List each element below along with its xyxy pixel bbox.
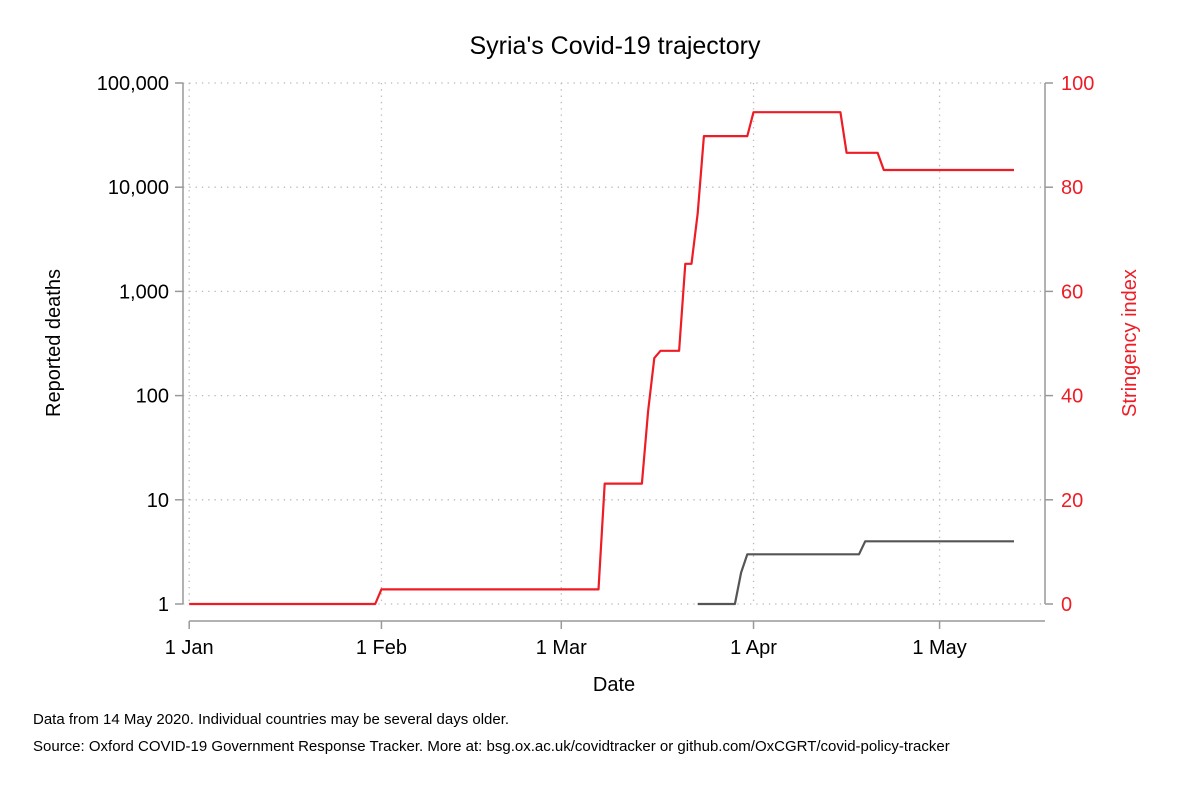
y-axis-label-left: Reported deaths <box>43 269 65 417</box>
series-lines <box>189 111 1014 606</box>
data-note: Data from 14 May 2020. Individual countr… <box>33 711 510 728</box>
axes <box>175 82 1053 629</box>
y-left-tick-label: 10 <box>147 490 169 512</box>
source-note: Source: Oxford COVID-19 Government Respo… <box>33 738 950 755</box>
series-line-stringency-index <box>189 111 1014 606</box>
x-tick-label: 1 Apr <box>730 637 777 659</box>
x-tick-label: 1 Feb <box>356 637 407 659</box>
y-right-tick-label: 100 <box>1061 73 1094 95</box>
x-axis-label: Date <box>593 674 635 696</box>
y-left-tick-label: 100 <box>136 386 169 408</box>
y-right-tick-label: 40 <box>1061 386 1083 408</box>
y-left-tick-label: 10,000 <box>108 177 169 199</box>
y-left-tick-label: 1 <box>158 594 169 616</box>
y-right-tick-label: 60 <box>1061 281 1083 303</box>
x-tick-label: 1 Mar <box>536 637 587 659</box>
chart-title: Syria's Covid-19 trajectory <box>470 32 761 60</box>
x-tick-label: 1 Jan <box>165 637 214 659</box>
gridlines <box>183 82 1045 605</box>
tick-labels: 1 10 100 1,000 10,000 100,000 1 Jan 1 Feb 1 Mar 1… <box>97 73 1095 659</box>
y-right-tick-label: 80 <box>1061 177 1083 199</box>
x-tick-label: 1 May <box>912 637 966 659</box>
y-left-tick-label: 100,000 <box>97 73 169 95</box>
y-right-tick-label: 0 <box>1061 594 1072 616</box>
y-axis-label-right: Stringency index <box>1119 269 1141 417</box>
y-left-tick-label: 1,000 <box>119 281 169 303</box>
series-line-reported-deaths <box>697 540 1014 606</box>
y-right-tick-label: 20 <box>1061 490 1083 512</box>
